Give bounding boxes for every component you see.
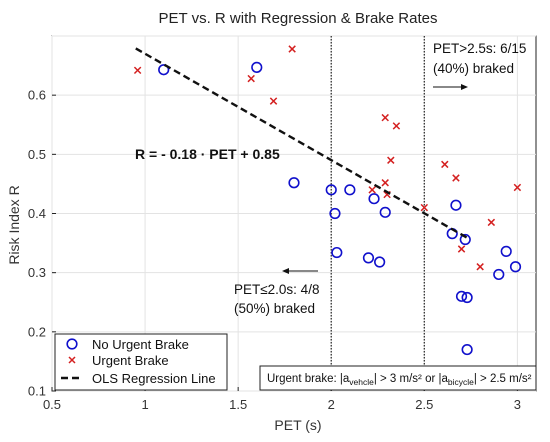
no-brake-point xyxy=(374,256,386,268)
no-brake-point xyxy=(362,252,375,264)
regression-line xyxy=(135,47,468,239)
y-tick-label: 0.1 xyxy=(28,384,46,399)
legend-circle-icon xyxy=(66,338,78,350)
regression-equation: R = - 0.18 · PET + 0.85 xyxy=(135,146,280,162)
left-brake-rate-line2: (50%) braked xyxy=(234,301,315,316)
y-tick-label: 0.2 xyxy=(28,324,46,339)
brake-point xyxy=(288,45,296,53)
no-brake-point xyxy=(493,268,505,281)
note-text: Urgent brake: |avehcle| > 3 m/s² or |abi… xyxy=(267,373,532,387)
x-tick-label: 1 xyxy=(141,397,148,412)
x-tick-label: 3 xyxy=(514,397,521,412)
no-brake-point xyxy=(288,177,300,189)
legend-entry-no-brake: No Urgent Brake xyxy=(92,337,189,352)
no-brake-point xyxy=(251,61,263,73)
no-brake-point xyxy=(379,206,391,218)
y-axis-ticks: 0.1 0.2 0.3 0.4 0.5 0.6 xyxy=(28,88,56,399)
no-brake-point xyxy=(450,199,462,211)
x-tick-label: 2.5 xyxy=(415,397,433,412)
brake-point xyxy=(381,113,389,122)
brake-point xyxy=(381,179,389,187)
right-arrow-icon xyxy=(433,84,468,90)
brake-point xyxy=(487,218,496,227)
regression-line-group xyxy=(135,47,468,239)
x-tick-label: 1.5 xyxy=(229,397,247,412)
brake-point xyxy=(269,97,278,105)
brake-point xyxy=(133,66,142,75)
right-brake-rate-line1: PET>2.5s: 6/15 xyxy=(433,41,526,56)
y-tick-label: 0.3 xyxy=(28,265,46,280)
x-tick-label: 2 xyxy=(328,397,335,412)
left-arrow-icon xyxy=(282,268,318,274)
brake-point xyxy=(457,245,466,253)
brake-point xyxy=(452,174,460,182)
brake-point xyxy=(441,160,449,169)
legend: No Urgent Brake Urgent Brake OLS Regress… xyxy=(54,333,228,391)
brake-point xyxy=(392,122,401,130)
y-axis-label: Risk Index R xyxy=(6,185,22,264)
y-tick-label: 0.5 xyxy=(28,147,46,162)
no-brake-point xyxy=(461,291,473,304)
y-tick-label: 0.6 xyxy=(28,88,46,103)
x-axis-label: PET (s) xyxy=(274,417,321,433)
brake-point xyxy=(476,263,484,271)
no-brake-point xyxy=(455,290,468,302)
no-brake-point xyxy=(368,193,380,205)
y-tick-label: 0.4 xyxy=(28,206,46,221)
chart-title: PET vs. R with Regression & Brake Rates xyxy=(159,10,438,27)
data-points xyxy=(133,45,522,356)
brake-point xyxy=(420,203,429,212)
brake-point xyxy=(247,74,255,83)
note-box xyxy=(259,365,537,391)
no-brake-point xyxy=(459,233,471,246)
brake-point xyxy=(387,156,395,164)
no-brake-point xyxy=(158,64,170,76)
x-tick-label: 0.5 xyxy=(43,397,61,412)
x-axis-ticks: 0.5 1 1.5 2 2.5 3 xyxy=(43,387,521,412)
brake-point xyxy=(513,183,522,192)
no-brake-point xyxy=(331,246,343,259)
legend-box xyxy=(54,333,228,391)
right-brake-rate-line2: (40%) braked xyxy=(433,61,514,76)
legend-entry-regression: OLS Regression Line xyxy=(92,371,216,386)
no-brake-point xyxy=(509,261,522,273)
no-brake-point xyxy=(344,184,356,196)
brake-definition-note: Urgent brake: |avehcle| > 3 m/s² or |abi… xyxy=(259,365,537,391)
no-brake-point xyxy=(325,184,337,196)
no-brake-point xyxy=(461,343,473,356)
no-brake-point xyxy=(500,245,512,257)
left-brake-rate-line1: PET≤2.0s: 4/8 xyxy=(234,282,319,297)
legend-cross-icon xyxy=(68,356,76,364)
no-brake-point xyxy=(329,207,341,220)
brake-point xyxy=(368,186,376,194)
legend-entry-brake: Urgent Brake xyxy=(92,353,169,368)
